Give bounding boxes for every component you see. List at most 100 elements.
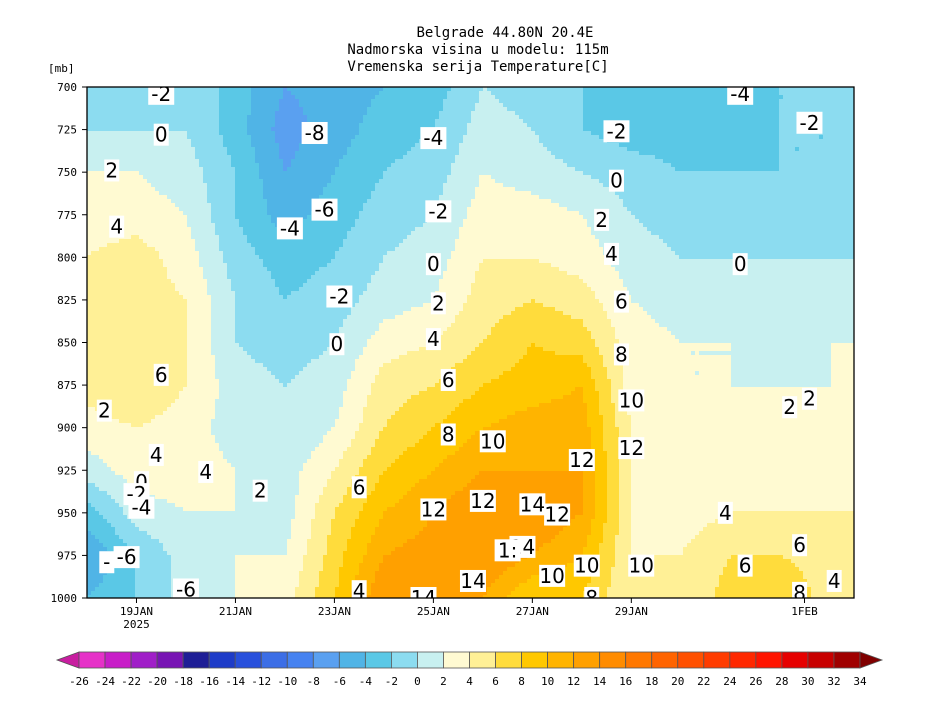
- field-cell: [231, 143, 236, 148]
- field-cell: [555, 91, 560, 96]
- field-cell: [483, 119, 488, 124]
- field-cell: [819, 159, 824, 164]
- field-cell: [547, 127, 552, 132]
- field-cell: [767, 115, 772, 120]
- field-cell: [399, 159, 404, 164]
- field-cell: [755, 119, 760, 124]
- field-cell: [627, 155, 632, 160]
- field-cell: [647, 163, 652, 168]
- field-cell: [567, 111, 572, 116]
- field-cell: [835, 95, 840, 100]
- field-cell: [95, 179, 100, 184]
- field-cell: [379, 183, 384, 188]
- field-cell: [507, 135, 512, 140]
- field-cell: [291, 99, 296, 104]
- field-cell: [595, 167, 600, 172]
- field-cell: [159, 159, 164, 164]
- field-cell: [311, 167, 316, 172]
- field-cell: [815, 171, 820, 176]
- field-cell: [579, 143, 584, 148]
- field-cell: [563, 127, 568, 132]
- field-cell: [531, 103, 536, 108]
- field-cell: [819, 95, 824, 100]
- field-cell: [363, 175, 368, 180]
- field-cell: [355, 127, 360, 132]
- field-cell: [403, 175, 408, 180]
- field-cell: [727, 175, 732, 180]
- field-cell: [463, 87, 468, 92]
- field-cell: [259, 119, 264, 124]
- field-cell: [231, 91, 236, 96]
- field-cell: [431, 167, 436, 172]
- field-cell: [439, 167, 444, 172]
- field-cell: [819, 143, 824, 148]
- field-cell: [763, 139, 768, 144]
- field-cell: [639, 91, 644, 96]
- field-cell: [639, 187, 644, 192]
- field-cell: [615, 107, 620, 112]
- field-cell: [563, 163, 568, 168]
- field-cell: [555, 131, 560, 136]
- field-cell: [615, 155, 620, 160]
- field-cell: [719, 131, 724, 136]
- field-cell: [591, 143, 596, 148]
- field-cell: [599, 155, 604, 160]
- field-cell: [567, 95, 572, 100]
- field-cell: [451, 91, 456, 96]
- field-cell: [247, 187, 252, 192]
- field-cell: [539, 147, 544, 152]
- field-cell: [379, 127, 384, 132]
- field-cell: [703, 91, 708, 96]
- field-cell: [187, 155, 192, 160]
- field-cell: [187, 163, 192, 168]
- field-cell: [811, 139, 816, 144]
- field-cell: [751, 151, 756, 156]
- field-cell: [347, 151, 352, 156]
- field-cell: [723, 127, 728, 132]
- field-cell: [675, 123, 680, 128]
- field-cell: [771, 91, 776, 96]
- field-cell: [355, 175, 360, 180]
- field-cell: [447, 187, 452, 192]
- field-cell: [807, 155, 812, 160]
- field-cell: [171, 151, 176, 156]
- field-cell: [119, 131, 124, 136]
- field-cell: [403, 87, 408, 92]
- field-cell: [179, 159, 184, 164]
- field-cell: [639, 115, 644, 120]
- field-cell: [207, 91, 212, 96]
- field-cell: [247, 139, 252, 144]
- field-cell: [107, 131, 112, 136]
- field-cell: [483, 163, 488, 168]
- field-cell: [579, 95, 584, 100]
- field-cell: [311, 111, 316, 116]
- field-cell: [347, 103, 352, 108]
- field-cell: [715, 107, 720, 112]
- field-cell: [791, 115, 796, 120]
- field-cell: [319, 179, 324, 184]
- field-cell: [639, 143, 644, 148]
- field-cell: [127, 183, 132, 188]
- field-cell: [363, 119, 368, 124]
- field-cell: [803, 135, 808, 140]
- field-cell: [815, 179, 820, 184]
- field-cell: [671, 103, 676, 108]
- field-cell: [183, 143, 188, 148]
- field-cell: [455, 115, 460, 120]
- field-cell: [771, 119, 776, 124]
- field-cell: [491, 147, 496, 152]
- field-cell: [791, 139, 796, 144]
- field-cell: [851, 99, 856, 104]
- field-cell: [135, 183, 140, 188]
- field-cell: [219, 163, 224, 168]
- field-cell: [563, 91, 568, 96]
- field-cell: [283, 123, 288, 128]
- field-cell: [351, 183, 356, 188]
- field-cell: [339, 179, 344, 184]
- field-cell: [459, 99, 464, 104]
- field-cell: [739, 163, 744, 168]
- field-cell: [307, 147, 312, 152]
- field-cell: [315, 87, 320, 92]
- field-cell: [707, 179, 712, 184]
- field-cell: [259, 87, 264, 92]
